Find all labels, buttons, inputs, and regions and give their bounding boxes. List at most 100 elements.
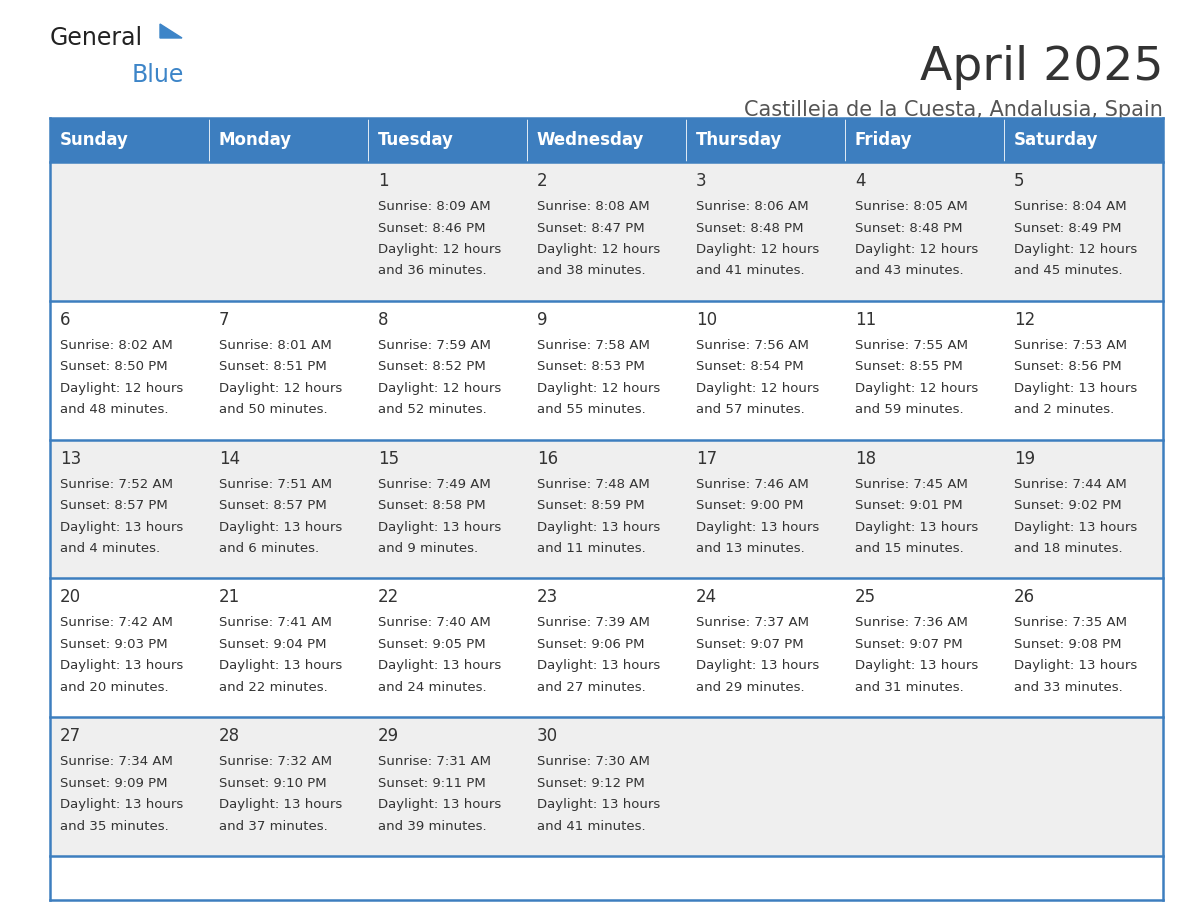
Text: Sunset: 8:59 PM: Sunset: 8:59 PM [537, 499, 645, 512]
Text: 29: 29 [378, 727, 399, 745]
Text: Daylight: 12 hours: Daylight: 12 hours [537, 382, 661, 395]
Bar [527, 118, 685, 162]
Text: Sunrise: 8:02 AM: Sunrise: 8:02 AM [61, 339, 172, 352]
Text: Sunset: 9:12 PM: Sunset: 9:12 PM [537, 777, 645, 789]
Text: Sunrise: 7:42 AM: Sunrise: 7:42 AM [61, 616, 173, 630]
Text: Daylight: 13 hours: Daylight: 13 hours [1015, 659, 1137, 672]
Text: Daylight: 13 hours: Daylight: 13 hours [855, 659, 978, 672]
Text: Sunset: 8:46 PM: Sunset: 8:46 PM [378, 221, 486, 234]
Text: and 41 minutes.: and 41 minutes. [537, 820, 645, 833]
Text: 7: 7 [219, 311, 229, 329]
Bar [368, 118, 527, 162]
Text: Sunrise: 7:44 AM: Sunrise: 7:44 AM [1015, 477, 1126, 490]
Text: Sunset: 9:02 PM: Sunset: 9:02 PM [1015, 499, 1121, 512]
Bar [1004, 301, 1163, 440]
Text: and 29 minutes.: and 29 minutes. [696, 681, 804, 694]
Text: Sunrise: 8:09 AM: Sunrise: 8:09 AM [378, 200, 491, 213]
Text: Sunset: 9:06 PM: Sunset: 9:06 PM [537, 638, 645, 651]
Text: and 18 minutes.: and 18 minutes. [1015, 543, 1123, 555]
Bar [527, 162, 685, 301]
Bar [845, 717, 1004, 856]
Bar [1004, 578, 1163, 717]
Text: 18: 18 [855, 450, 876, 467]
Text: and 50 minutes.: and 50 minutes. [219, 403, 328, 416]
Text: Thursday: Thursday [696, 131, 783, 149]
Text: Sunset: 8:56 PM: Sunset: 8:56 PM [1015, 360, 1121, 374]
Text: Sunset: 9:09 PM: Sunset: 9:09 PM [61, 777, 168, 789]
Text: Sunset: 8:54 PM: Sunset: 8:54 PM [696, 360, 803, 374]
Text: Sunset: 8:48 PM: Sunset: 8:48 PM [696, 221, 803, 234]
Text: Sunrise: 7:30 AM: Sunrise: 7:30 AM [537, 756, 650, 768]
Bar [50, 162, 209, 301]
Text: Sunrise: 7:46 AM: Sunrise: 7:46 AM [696, 477, 809, 490]
Text: 6: 6 [61, 311, 70, 329]
Text: Sunset: 8:53 PM: Sunset: 8:53 PM [537, 360, 645, 374]
Text: 26: 26 [1015, 588, 1035, 607]
Text: Sunset: 9:00 PM: Sunset: 9:00 PM [696, 499, 803, 512]
Bar [685, 578, 845, 717]
Bar [209, 717, 368, 856]
Text: 4: 4 [855, 172, 866, 190]
Text: Sunrise: 7:55 AM: Sunrise: 7:55 AM [855, 339, 968, 352]
Text: Sunrise: 8:08 AM: Sunrise: 8:08 AM [537, 200, 650, 213]
Text: Castilleja de la Cuesta, Andalusia, Spain: Castilleja de la Cuesta, Andalusia, Spai… [744, 100, 1163, 120]
Bar [685, 301, 845, 440]
Text: and 2 minutes.: and 2 minutes. [1015, 403, 1114, 416]
Bar [368, 717, 527, 856]
Bar [527, 440, 685, 578]
Text: Daylight: 13 hours: Daylight: 13 hours [61, 798, 183, 812]
Text: 19: 19 [1015, 450, 1035, 467]
Bar [527, 578, 685, 717]
Bar [685, 717, 845, 856]
Text: Daylight: 12 hours: Daylight: 12 hours [537, 243, 661, 256]
Text: Sunrise: 7:31 AM: Sunrise: 7:31 AM [378, 756, 491, 768]
Text: Sunset: 9:08 PM: Sunset: 9:08 PM [1015, 638, 1121, 651]
Text: 8: 8 [378, 311, 388, 329]
Text: Wednesday: Wednesday [537, 131, 644, 149]
Text: Sunrise: 7:39 AM: Sunrise: 7:39 AM [537, 616, 650, 630]
Text: 20: 20 [61, 588, 81, 607]
Text: General: General [50, 26, 143, 50]
Text: 23: 23 [537, 588, 558, 607]
Text: Friday: Friday [855, 131, 912, 149]
Text: 3: 3 [696, 172, 707, 190]
Text: Daylight: 13 hours: Daylight: 13 hours [696, 521, 820, 533]
Text: Sunrise: 7:41 AM: Sunrise: 7:41 AM [219, 616, 331, 630]
Text: Sunrise: 8:01 AM: Sunrise: 8:01 AM [219, 339, 331, 352]
Text: Daylight: 12 hours: Daylight: 12 hours [696, 382, 820, 395]
Text: Sunrise: 7:48 AM: Sunrise: 7:48 AM [537, 477, 650, 490]
Bar [209, 578, 368, 717]
Text: and 37 minutes.: and 37 minutes. [219, 820, 328, 833]
Text: and 57 minutes.: and 57 minutes. [696, 403, 804, 416]
Bar [845, 301, 1004, 440]
Text: Sunrise: 8:05 AM: Sunrise: 8:05 AM [855, 200, 968, 213]
Text: 2: 2 [537, 172, 548, 190]
Text: Daylight: 13 hours: Daylight: 13 hours [696, 659, 820, 672]
Text: Sunrise: 7:34 AM: Sunrise: 7:34 AM [61, 756, 173, 768]
Text: 16: 16 [537, 450, 558, 467]
Text: and 9 minutes.: and 9 minutes. [378, 543, 478, 555]
Bar [845, 162, 1004, 301]
Text: Sunday: Sunday [61, 131, 128, 149]
Text: April 2025: April 2025 [920, 45, 1163, 90]
Text: and 39 minutes.: and 39 minutes. [378, 820, 487, 833]
Text: Daylight: 12 hours: Daylight: 12 hours [1015, 243, 1137, 256]
Text: Sunrise: 7:45 AM: Sunrise: 7:45 AM [855, 477, 968, 490]
Text: and 33 minutes.: and 33 minutes. [1015, 681, 1123, 694]
Text: and 59 minutes.: and 59 minutes. [855, 403, 963, 416]
Bar [368, 162, 527, 301]
Text: Sunrise: 7:40 AM: Sunrise: 7:40 AM [378, 616, 491, 630]
Text: Sunset: 9:01 PM: Sunset: 9:01 PM [855, 499, 962, 512]
Text: Sunset: 9:07 PM: Sunset: 9:07 PM [696, 638, 803, 651]
Text: Sunset: 8:57 PM: Sunset: 8:57 PM [61, 499, 168, 512]
Text: Daylight: 12 hours: Daylight: 12 hours [378, 243, 501, 256]
Text: 28: 28 [219, 727, 240, 745]
Text: Sunrise: 7:49 AM: Sunrise: 7:49 AM [378, 477, 491, 490]
Text: 1: 1 [378, 172, 388, 190]
Text: 30: 30 [537, 727, 558, 745]
Text: and 48 minutes.: and 48 minutes. [61, 403, 169, 416]
Text: Daylight: 13 hours: Daylight: 13 hours [537, 521, 661, 533]
Polygon shape [160, 24, 182, 38]
Text: Daylight: 13 hours: Daylight: 13 hours [219, 659, 342, 672]
Text: Saturday: Saturday [1015, 131, 1099, 149]
